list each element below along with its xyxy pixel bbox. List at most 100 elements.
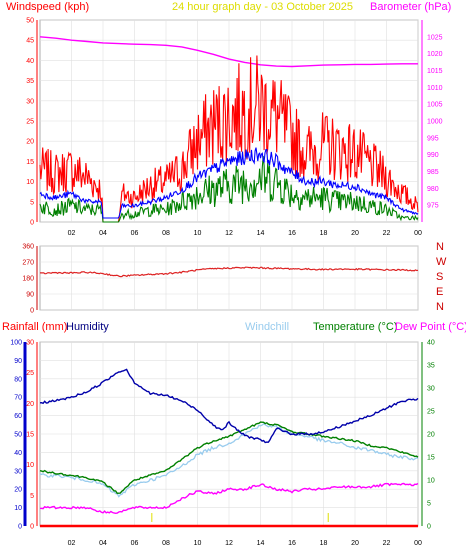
barometer-axis-tick-label: 1025 <box>427 34 443 41</box>
direction-label-n-top: N <box>436 241 444 253</box>
graph-title: 24 hour graph day - 03 October 2025 <box>172 1 353 13</box>
dew-point-line <box>39 482 419 515</box>
rainfall-axis-tick-label: 15 <box>26 432 34 439</box>
temp-x-tick-label: 22 <box>383 540 391 547</box>
temp-x-tick-label: 18 <box>320 540 328 547</box>
wind-axis-tick-label: 45 <box>26 38 34 45</box>
rainfall-axis-tick-label: 30 <box>26 340 34 347</box>
temperature-axis-title: Temperature (°C) <box>313 321 397 333</box>
wind-x-tick-label: 04 <box>99 230 107 237</box>
barometer-axis-tick-label: 985 <box>427 169 439 176</box>
wind-x-tick-label: 16 <box>288 230 296 237</box>
direction-axis-tick-label: 360 <box>22 244 34 251</box>
direction-label-w: W <box>436 256 447 268</box>
wind-x-tick-label: 00 <box>414 230 422 237</box>
temp-x-tick-label: 02 <box>68 540 76 547</box>
barometer-axis-tick-label: 980 <box>427 186 439 193</box>
chart-marks-group: 0510152025303540455097598098599099510001… <box>10 18 442 548</box>
barometer-axis-tick-label: 1015 <box>427 68 443 75</box>
wind-x-tick-label: 22 <box>383 230 391 237</box>
windspeed-axis-title: Windspeed (kph) <box>6 1 89 13</box>
direction-line <box>39 266 419 278</box>
wind-x-tick-label: 20 <box>351 230 359 237</box>
wind-axis-tick-label: 20 <box>26 139 34 146</box>
rainfall-axis-tick-label: 5 <box>30 493 34 500</box>
wind-axis-tick-label: 5 <box>30 199 34 206</box>
barometer-axis-title: Barometer (hPa) <box>370 1 451 13</box>
humidity-axis-tick-label: 100 <box>10 340 22 347</box>
humidity-axis-tick-label: 0 <box>18 524 22 531</box>
dew-point-axis-title: Dew Point (°C) <box>395 321 466 333</box>
wind-x-tick-label: 18 <box>320 230 328 237</box>
barometer-axis-tick-label: 990 <box>427 152 439 159</box>
wind-x-tick-label: 14 <box>257 230 265 237</box>
wind-avg-line <box>39 147 419 219</box>
temperature-line <box>39 421 419 495</box>
temp-x-tick-label: 08 <box>162 540 170 547</box>
wind-axis-tick-label: 15 <box>26 159 34 166</box>
temp-x-tick-label: 06 <box>131 540 139 547</box>
wind-min-line <box>39 156 419 223</box>
direction-axis-tick-label: 180 <box>22 276 34 283</box>
temp-x-tick-label: 12 <box>225 540 233 547</box>
wind-axis-tick-label: 0 <box>30 220 34 227</box>
barometer-line <box>39 36 418 68</box>
barometer-axis-tick-label: 1000 <box>427 119 443 126</box>
temperature-axis-tick-label: 10 <box>427 478 435 485</box>
direction-axis-tick-label: 0 <box>30 308 34 315</box>
temperature-axis-tick-label: 15 <box>427 455 435 462</box>
temp-x-tick-label: 16 <box>288 540 296 547</box>
temperature-axis-tick-label: 25 <box>427 409 435 416</box>
wind-axis-tick-label: 30 <box>26 98 34 105</box>
humidity-line <box>39 368 419 444</box>
barometer-axis-tick-label: 995 <box>427 135 439 142</box>
humidity-axis-tick-label: 40 <box>14 450 22 457</box>
barometer-axis-tick-label: 1010 <box>427 85 443 92</box>
wind-x-tick-label: 06 <box>131 230 139 237</box>
wind-x-tick-label: 10 <box>194 230 202 237</box>
humidity-axis-tick-label: 30 <box>14 468 22 475</box>
wind-axis-tick-label: 40 <box>26 58 34 65</box>
temperature-axis-tick-label: 30 <box>427 386 435 393</box>
windchill-legend: Windchill <box>245 321 289 333</box>
rainfall-axis-tick-label: 25 <box>26 370 34 377</box>
temperature-axis-tick-label: 40 <box>427 340 435 347</box>
windchill-line <box>39 423 419 498</box>
direction-label-s: S <box>436 271 443 283</box>
wind-x-tick-label: 02 <box>68 230 76 237</box>
direction-label-n-bottom: N <box>436 301 444 313</box>
humidity-axis-tick-label: 20 <box>14 487 22 494</box>
humidity-axis-tick-label: 60 <box>14 413 22 420</box>
wind-axis-tick-label: 25 <box>26 119 34 126</box>
temperature-axis-tick-label: 0 <box>427 524 431 531</box>
wind-axis-tick-label: 50 <box>26 18 34 25</box>
wind-x-tick-label: 12 <box>225 230 233 237</box>
temperature-axis-tick-label: 20 <box>427 432 435 439</box>
humidity-axis-tick-label: 90 <box>14 358 22 365</box>
temp-x-tick-label: 10 <box>194 540 202 547</box>
wind-axis-tick-label: 10 <box>26 179 34 186</box>
humidity-axis-tick-label: 10 <box>14 505 22 512</box>
temperature-axis-tick-label: 5 <box>427 501 431 508</box>
temp-x-tick-label: 00 <box>414 540 422 547</box>
temp-x-tick-label: 14 <box>257 540 265 547</box>
barometer-axis-tick-label: 1020 <box>427 51 443 58</box>
humidity-axis-tick-label: 50 <box>14 432 22 439</box>
temperature-axis-tick-label: 35 <box>427 363 435 370</box>
rainfall-axis-tick-label: 0 <box>30 524 34 531</box>
humidity-axis-tick-label: 80 <box>14 376 22 383</box>
humidity-axis-title: Humidity <box>66 321 109 333</box>
direction-axis-tick-label: 270 <box>22 260 34 267</box>
wind-axis-tick-label: 35 <box>26 78 34 85</box>
temp-x-tick-label: 04 <box>99 540 107 547</box>
temp-x-tick-label: 20 <box>351 540 359 547</box>
humidity-axis-tick-label: 70 <box>14 395 22 402</box>
rainfall-axis-tick-label: 20 <box>26 401 34 408</box>
rainfall-axis-title: Rainfall (mm) <box>2 321 67 333</box>
wind-x-tick-label: 08 <box>162 230 170 237</box>
direction-label-e: E <box>436 286 443 298</box>
rainfall-axis-tick-label: 10 <box>26 462 34 469</box>
barometer-axis-tick-label: 1005 <box>427 102 443 109</box>
